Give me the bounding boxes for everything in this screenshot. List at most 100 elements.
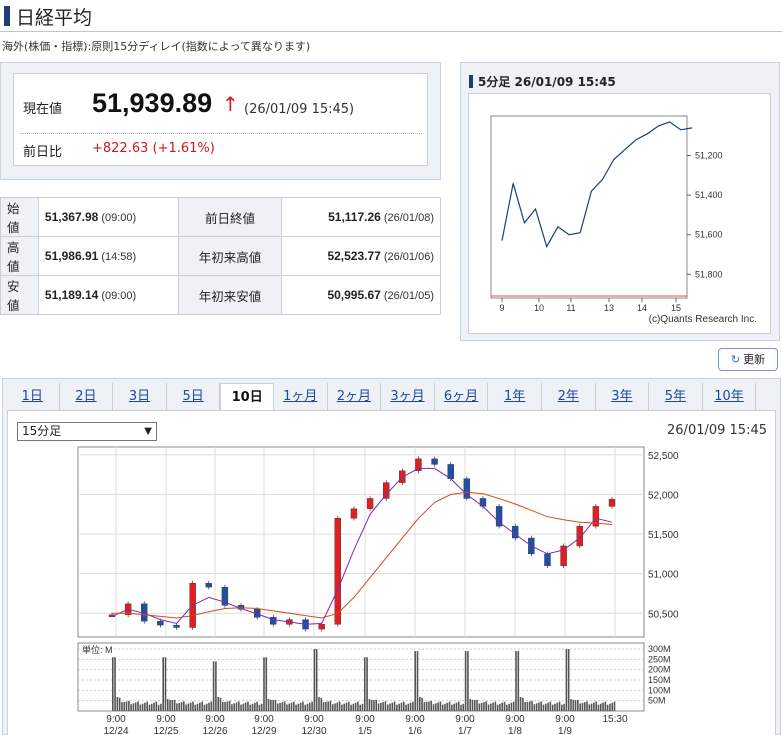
tab-9[interactable]: 6ヶ月 bbox=[435, 383, 489, 411]
volume-bar bbox=[402, 701, 405, 711]
tab-8[interactable]: 3ヶ月 bbox=[381, 383, 435, 411]
y-tick-label: 51,600 bbox=[695, 230, 723, 240]
plot-area bbox=[490, 115, 688, 299]
tab-14[interactable]: 10年 bbox=[703, 383, 757, 411]
candle bbox=[157, 620, 164, 626]
volume-bar bbox=[219, 697, 222, 711]
x-date-label: 12/25 bbox=[153, 726, 178, 735]
x-date-label: 12/26 bbox=[202, 726, 227, 735]
volume-bar bbox=[290, 702, 293, 711]
header-accent-bar bbox=[4, 6, 10, 26]
tab-1[interactable]: 1日 bbox=[6, 383, 60, 411]
candle bbox=[576, 525, 583, 547]
volume-bar bbox=[428, 701, 430, 711]
volume-bar bbox=[336, 702, 339, 711]
volume-bar bbox=[247, 701, 249, 711]
volume-bar bbox=[467, 651, 469, 711]
x-date-label: 12/29 bbox=[251, 726, 276, 735]
tab-4[interactable]: 5日 bbox=[167, 383, 221, 411]
volume-bar bbox=[609, 703, 611, 711]
ohlc-label: 年初来安値 bbox=[177, 275, 283, 315]
volume-bar bbox=[583, 702, 586, 711]
volume-bar bbox=[258, 704, 261, 711]
tab-3[interactable]: 3日 bbox=[113, 383, 167, 411]
tab-11[interactable]: 2年 bbox=[542, 383, 596, 411]
volume-bar bbox=[570, 699, 572, 711]
change-label: 前日比 bbox=[23, 145, 63, 160]
volume-bar bbox=[352, 703, 355, 711]
volume-bar bbox=[148, 704, 151, 711]
tab-6[interactable]: 1ヶ月 bbox=[274, 383, 328, 411]
volume-tick-label: 100M bbox=[648, 685, 671, 695]
volume-bar bbox=[453, 703, 455, 711]
volume-bar bbox=[604, 701, 607, 711]
volume-bar bbox=[563, 703, 565, 711]
volume-bar bbox=[325, 701, 327, 711]
volume-bar bbox=[166, 699, 169, 711]
volume-bar bbox=[153, 702, 155, 711]
x-time-label: 9:00 bbox=[455, 714, 475, 725]
volume-bar bbox=[359, 704, 362, 711]
candlestick-chart: 50,500 51,000 51,500 52,000 52,500 300M250M20… bbox=[77, 446, 679, 735]
moving-average-long bbox=[112, 491, 613, 619]
volume-bar bbox=[460, 704, 462, 711]
candle bbox=[608, 499, 616, 507]
volume-bar bbox=[297, 703, 300, 711]
volume-bar bbox=[512, 701, 515, 711]
ohlc-time: (09:00) bbox=[101, 212, 137, 224]
volume-bar bbox=[382, 702, 384, 711]
chart-credit: (c)Quants Research Inc. bbox=[649, 314, 757, 325]
candle bbox=[382, 482, 390, 499]
volume-bar bbox=[320, 697, 323, 711]
ohlc-number: 50,995.67 bbox=[327, 288, 381, 302]
volume-bar bbox=[366, 657, 368, 711]
volume-bar bbox=[577, 699, 579, 711]
tab-10[interactable]: 1年 bbox=[488, 383, 542, 411]
ohlc-value: 51,367.98 (09:00) bbox=[37, 197, 179, 237]
tab-13[interactable]: 5年 bbox=[649, 383, 703, 411]
volume-bar bbox=[233, 703, 236, 711]
volume-bar bbox=[212, 661, 215, 711]
volume-bar bbox=[114, 657, 116, 711]
delay-note: 海外(株価・指標):原則15分ディレイ(指数によって異なります) bbox=[2, 40, 311, 53]
y-tick-label: 51,000 bbox=[648, 570, 679, 581]
y-tick-label: 51,400 bbox=[695, 190, 723, 200]
up-arrow-icon: ↑ bbox=[222, 92, 239, 116]
tab-5[interactable]: 10日 bbox=[220, 383, 274, 411]
candle bbox=[495, 506, 503, 527]
x-date-label: 1/9 bbox=[558, 726, 572, 735]
volume-bar bbox=[364, 657, 366, 711]
volume-bar bbox=[533, 704, 536, 711]
current-price-time: (26/01/09 15:45) bbox=[244, 102, 355, 117]
tab-12[interactable]: 3年 bbox=[596, 383, 650, 411]
volume-bar bbox=[558, 701, 561, 711]
volume-bar bbox=[309, 702, 311, 711]
volume-bar bbox=[341, 704, 343, 711]
volume-bar bbox=[611, 702, 614, 711]
volume-bar bbox=[551, 704, 554, 711]
volume-bar bbox=[490, 703, 492, 711]
volume-bar bbox=[354, 702, 357, 711]
volume-bar bbox=[522, 697, 524, 711]
volume-bar bbox=[588, 704, 591, 711]
volume-bar bbox=[183, 701, 185, 711]
volume-bar bbox=[215, 661, 217, 711]
volume-bar bbox=[451, 704, 453, 711]
volume-bar bbox=[194, 704, 197, 711]
volume-bar bbox=[519, 696, 522, 711]
interval-select[interactable]: 15分足 ▼ bbox=[17, 422, 157, 441]
ohlc-label: 安値 bbox=[0, 275, 39, 315]
ohlc-table: 始値 51,367.98 (09:00) 前日終値 51,117.26 (26/01/08… bbox=[0, 197, 441, 315]
volume-bar bbox=[169, 699, 171, 711]
tab-2[interactable]: 2日 bbox=[60, 383, 114, 411]
refresh-button[interactable]: ↻ 更新 bbox=[718, 348, 778, 371]
ohlc-label: 高値 bbox=[0, 236, 39, 276]
volume-bar bbox=[405, 704, 407, 711]
volume-bar bbox=[292, 701, 295, 711]
volume-bar bbox=[180, 702, 183, 711]
volume-bar bbox=[439, 701, 442, 711]
volume-bar bbox=[531, 700, 533, 711]
volume-bar bbox=[432, 704, 435, 711]
tab-7[interactable]: 2ヶ月 bbox=[328, 383, 382, 411]
volume-bar bbox=[391, 702, 394, 711]
